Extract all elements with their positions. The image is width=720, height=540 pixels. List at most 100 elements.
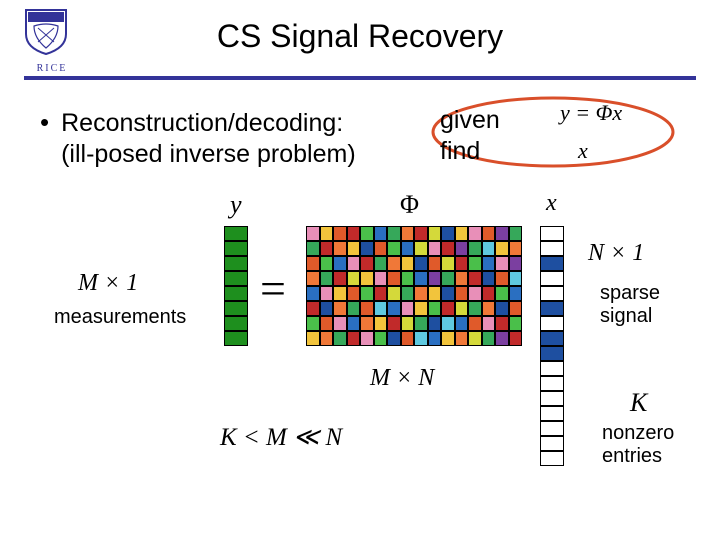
phi-cell: [333, 316, 347, 331]
x-cell: [540, 436, 564, 451]
phi-cell: [455, 241, 469, 256]
phi-cell: [360, 256, 374, 271]
phi-cell: [441, 226, 455, 241]
x-cell: [540, 451, 564, 466]
phi-cell: [387, 226, 401, 241]
phi-cell: [360, 286, 374, 301]
k-m-n-inequality: K < M ≪ N: [220, 422, 342, 452]
phi-cell: [428, 301, 442, 316]
phi-cell: [414, 241, 428, 256]
phi-cell: [468, 286, 482, 301]
phi-cell: [387, 331, 401, 346]
find-label: find: [440, 137, 480, 165]
phi-cell: [468, 241, 482, 256]
phi-cell: [495, 301, 509, 316]
x-cell: [540, 301, 564, 316]
y-cell: [224, 331, 248, 346]
phi-cell: [374, 286, 388, 301]
phi-cell: [387, 301, 401, 316]
phi-cell: [360, 226, 374, 241]
phi-cell: [482, 316, 496, 331]
phi-cell: [495, 256, 509, 271]
phi-cell: [455, 316, 469, 331]
phi-cell: [306, 241, 320, 256]
phi-cell: [320, 331, 334, 346]
phi-cell: [320, 301, 334, 316]
phi-cell: [320, 241, 334, 256]
bullet-marker: •: [40, 108, 49, 137]
bullet-line2: (ill-posed inverse problem): [61, 140, 356, 168]
x-cell: [540, 226, 564, 241]
phi-cell: [401, 226, 415, 241]
phi-cell: [347, 226, 361, 241]
x-cell: [540, 241, 564, 256]
phi-cell: [347, 301, 361, 316]
given-find-block: given find: [440, 105, 500, 168]
phi-cell: [347, 241, 361, 256]
phi-cell: [306, 226, 320, 241]
phi-cell: [401, 316, 415, 331]
given-label: given: [440, 106, 500, 134]
phi-cell: [482, 286, 496, 301]
phi-cell: [306, 256, 320, 271]
x-cell: [540, 361, 564, 376]
phi-cell: [495, 331, 509, 346]
phi-label: Φ: [400, 190, 419, 220]
equation-y-phi-x: y = Φx: [560, 100, 622, 126]
x-cell: [540, 316, 564, 331]
phi-cell: [441, 316, 455, 331]
phi-cell: [495, 241, 509, 256]
phi-cell: [360, 331, 374, 346]
phi-cell: [333, 271, 347, 286]
phi-cell: [428, 331, 442, 346]
nonzero-entries-label: nonzero entries: [602, 422, 674, 468]
phi-cell: [509, 286, 523, 301]
sparse-signal-label: sparse signal: [600, 282, 660, 328]
y-cell: [224, 226, 248, 241]
phi-cell: [509, 301, 523, 316]
phi-cell: [306, 271, 320, 286]
phi-cell: [468, 301, 482, 316]
phi-cell: [455, 256, 469, 271]
y-cell: [224, 256, 248, 271]
x-label: x: [546, 190, 557, 217]
phi-cell: [428, 241, 442, 256]
equals-sign: =: [260, 262, 286, 315]
phi-cell: [347, 331, 361, 346]
phi-cell: [374, 316, 388, 331]
x-cell: [540, 391, 564, 406]
m-by-1-label: M × 1: [78, 270, 138, 297]
phi-cell: [360, 271, 374, 286]
phi-cell: [495, 316, 509, 331]
y-cell: [224, 301, 248, 316]
phi-cell: [401, 286, 415, 301]
x-cell: [540, 406, 564, 421]
phi-cell: [374, 241, 388, 256]
phi-cell: [306, 331, 320, 346]
phi-cell: [347, 286, 361, 301]
phi-cell: [360, 316, 374, 331]
matrix-diagram: y Φ x M × 1 measurements M × N N × 1 spa…: [40, 190, 700, 490]
y-cell: [224, 286, 248, 301]
phi-cell: [455, 331, 469, 346]
phi-cell: [306, 301, 320, 316]
phi-cell: [387, 286, 401, 301]
phi-cell: [428, 256, 442, 271]
phi-cell: [414, 286, 428, 301]
phi-cell: [468, 256, 482, 271]
phi-cell: [374, 256, 388, 271]
phi-cell: [482, 301, 496, 316]
phi-cell: [414, 301, 428, 316]
x-cell: [540, 286, 564, 301]
phi-cell: [455, 226, 469, 241]
y-cell: [224, 241, 248, 256]
phi-cell: [401, 331, 415, 346]
phi-cell: [509, 271, 523, 286]
phi-cell: [333, 256, 347, 271]
phi-cell: [509, 241, 523, 256]
y-vector: [224, 226, 248, 346]
phi-cell: [401, 256, 415, 271]
phi-cell: [333, 286, 347, 301]
phi-cell: [468, 271, 482, 286]
phi-cell: [333, 241, 347, 256]
